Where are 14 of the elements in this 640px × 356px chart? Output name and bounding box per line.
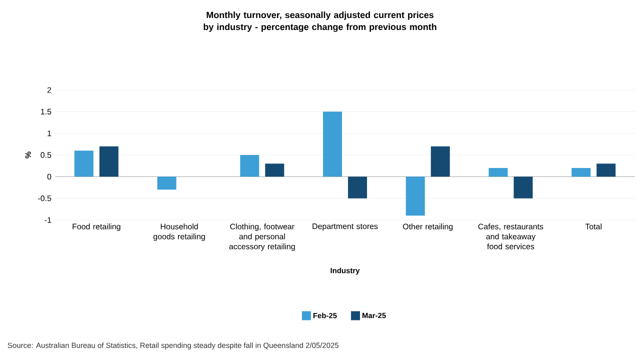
chart-title: Monthly turnover, seasonally adjusted current prices by industry - percentage change from previous month [204, 12, 436, 32]
bar [348, 176, 368, 198]
bar [74, 150, 94, 177]
bar [265, 164, 284, 177]
bar [572, 168, 591, 177]
bar [157, 176, 176, 190]
bar [406, 176, 425, 216]
bar [430, 146, 450, 177]
bar [99, 146, 118, 177]
bar [240, 155, 260, 177]
bar [488, 168, 508, 177]
bar [596, 164, 616, 177]
bar [514, 176, 533, 198]
bar [323, 112, 342, 177]
